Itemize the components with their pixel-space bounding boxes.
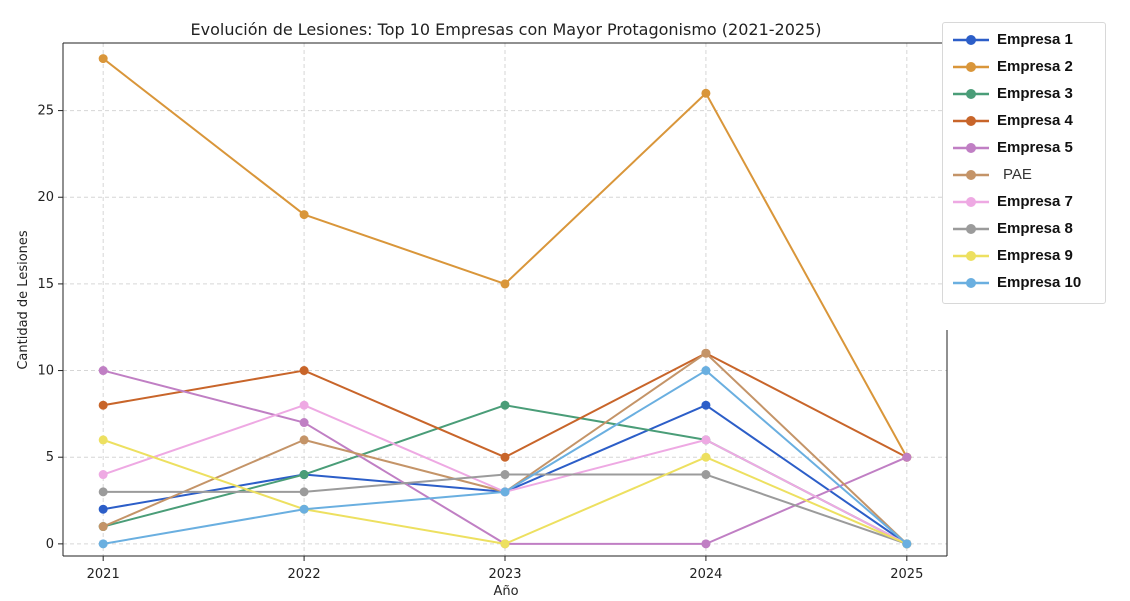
data-point <box>701 435 711 445</box>
legend-label: Empresa 10 <box>997 274 1082 291</box>
data-point <box>701 539 711 549</box>
legend-swatch <box>953 116 989 126</box>
legend-label: PAE <box>1003 166 1032 183</box>
legend-label: Empresa 7 <box>997 193 1073 210</box>
data-point <box>299 470 309 480</box>
x-tick-label: 2022 <box>288 567 321 582</box>
data-point <box>500 470 510 480</box>
legend-label: Empresa 2 <box>997 58 1073 75</box>
data-point <box>299 487 309 497</box>
series-empresa-10 <box>98 366 912 549</box>
series-group <box>98 54 912 549</box>
legend-swatch <box>953 197 989 207</box>
data-point <box>98 539 108 549</box>
legend-swatch <box>953 62 989 72</box>
data-point <box>299 210 309 220</box>
data-point <box>902 539 912 549</box>
legend-label: Empresa 5 <box>997 139 1073 156</box>
data-point <box>299 418 309 428</box>
legend-label: Empresa 4 <box>997 112 1073 129</box>
legend-swatch <box>953 251 989 261</box>
legend-swatch <box>953 224 989 234</box>
data-point <box>500 487 510 497</box>
data-point <box>701 470 711 480</box>
data-point <box>500 400 510 410</box>
data-point <box>98 470 108 480</box>
legend-item: Empresa 5 <box>943 135 1105 162</box>
data-point <box>701 452 711 462</box>
data-point <box>98 400 108 410</box>
data-point <box>98 522 108 532</box>
legend-item: Empresa 8 <box>943 216 1105 243</box>
y-tick-label: 15 <box>37 277 54 292</box>
data-point <box>701 366 711 376</box>
data-point <box>500 452 510 462</box>
series-empresa-8 <box>98 470 912 549</box>
data-point <box>299 504 309 514</box>
x-tick-label: 2024 <box>689 567 722 582</box>
data-point <box>701 88 711 98</box>
data-point <box>701 348 711 358</box>
legend-swatch <box>953 170 989 180</box>
legend-swatch <box>953 143 989 153</box>
data-point <box>500 279 510 289</box>
chart-title: Evolución de Lesiones: Top 10 Empresas c… <box>191 20 822 39</box>
data-point <box>98 366 108 376</box>
legend-item: Empresa 1 <box>943 27 1105 54</box>
legend-swatch <box>953 89 989 99</box>
data-point <box>701 400 711 410</box>
legend-swatch <box>953 278 989 288</box>
y-tick-label: 10 <box>37 364 54 379</box>
legend-item: Empresa 3 <box>943 81 1105 108</box>
x-tick-label: 2025 <box>890 567 923 582</box>
legend-item: PAE <box>943 162 1105 189</box>
legend-swatch <box>953 35 989 45</box>
legend-item: Empresa 7 <box>943 189 1105 216</box>
legend-item: Empresa 2 <box>943 54 1105 81</box>
series-pae <box>98 348 912 549</box>
x-tick-label: 2023 <box>488 567 521 582</box>
y-tick-label: 25 <box>37 104 54 119</box>
x-tick-label: 2021 <box>87 567 120 582</box>
legend-item: Empresa 4 <box>943 108 1105 135</box>
legend-label: Empresa 1 <box>997 31 1073 48</box>
legend: Empresa 1 Empresa 2 Empresa 3 Empresa 4 Empr… <box>942 22 1106 304</box>
data-point <box>98 487 108 497</box>
legend-item: Empresa 9 <box>943 243 1105 270</box>
data-point <box>98 504 108 514</box>
legend-label: Empresa 9 <box>997 247 1073 264</box>
legend-label: Empresa 8 <box>997 220 1073 237</box>
data-point <box>299 366 309 376</box>
legend-label: Empresa 3 <box>997 85 1073 102</box>
data-point <box>902 452 912 462</box>
y-tick-label: 5 <box>46 450 54 465</box>
x-axis-label: Año <box>493 584 518 599</box>
y-tick-label: 20 <box>37 190 54 205</box>
y-axis-label: Cantidad de Lesiones <box>16 230 31 370</box>
legend-item: Empresa 10 <box>943 270 1105 297</box>
data-point <box>299 400 309 410</box>
series-line <box>102 57 908 458</box>
data-point <box>98 54 108 64</box>
y-tick-label: 0 <box>46 537 54 552</box>
data-point <box>98 435 108 445</box>
data-point <box>299 435 309 445</box>
data-point <box>500 539 510 549</box>
